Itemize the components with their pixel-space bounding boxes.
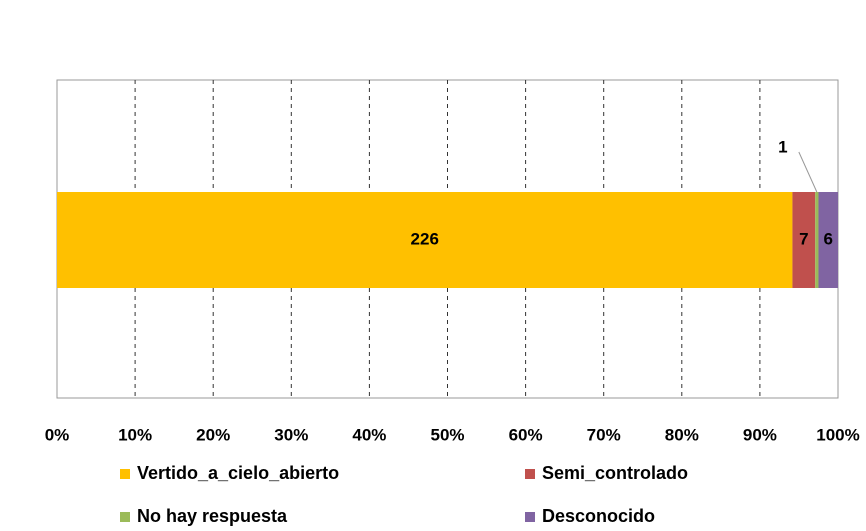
x-tick-label: 10% <box>118 425 152 444</box>
x-tick-label: 40% <box>352 425 386 444</box>
x-tick-label: 80% <box>665 425 699 444</box>
data-label: 6 <box>824 229 833 248</box>
x-tick-label: 60% <box>509 425 543 444</box>
legend-label: No hay respuesta <box>137 506 288 526</box>
x-tick-label: 100% <box>816 425 859 444</box>
x-tick-label: 20% <box>196 425 230 444</box>
x-tick-label: 50% <box>430 425 464 444</box>
data-label: 226 <box>411 229 439 248</box>
legend-label: Semi_controlado <box>542 463 688 483</box>
x-tick-label: 30% <box>274 425 308 444</box>
data-label: 1 <box>778 137 787 156</box>
bar-segment <box>818 192 838 288</box>
x-tick-label: 0% <box>45 425 70 444</box>
bar-segment <box>815 192 819 288</box>
legend-marker <box>120 512 130 522</box>
bar-segment <box>792 192 816 288</box>
legend-label: Desconocido <box>542 506 655 526</box>
x-tick-label: 70% <box>587 425 621 444</box>
x-tick-label: 90% <box>743 425 777 444</box>
legend-label: Vertido_a_cielo_abierto <box>137 463 339 483</box>
legend-marker <box>120 469 130 479</box>
legend-marker <box>525 512 535 522</box>
bar-segment <box>57 192 793 288</box>
legend-marker <box>525 469 535 479</box>
leader-line <box>798 151 818 193</box>
data-label: 7 <box>799 229 808 248</box>
